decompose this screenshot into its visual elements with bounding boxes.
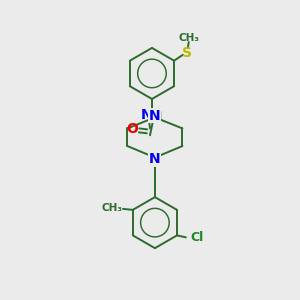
Text: H: H [152, 110, 162, 123]
Text: N: N [149, 152, 161, 166]
Text: CH₃: CH₃ [178, 33, 199, 43]
Text: CH₃: CH₃ [102, 203, 123, 213]
Text: N: N [141, 108, 153, 122]
Text: Cl: Cl [190, 231, 203, 244]
Text: N: N [149, 109, 161, 123]
Text: S: S [182, 46, 192, 60]
Text: O: O [126, 122, 138, 136]
